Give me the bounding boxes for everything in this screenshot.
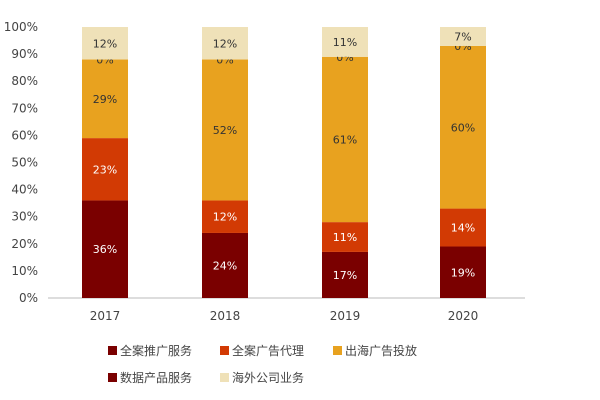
data-label: 52% xyxy=(213,124,237,137)
bar-segment xyxy=(82,138,128,201)
bar-segment xyxy=(440,208,486,247)
bar-segment xyxy=(322,27,368,57)
data-label: 23% xyxy=(93,163,117,176)
legend-label: 海外公司业务 xyxy=(232,371,305,385)
bar-segment xyxy=(82,200,128,298)
bar-segment xyxy=(322,251,368,298)
y-tick-label: 80% xyxy=(11,74,38,88)
bar-segment xyxy=(322,222,368,252)
legend-swatch xyxy=(333,346,342,355)
legend-item: 海外公司业务 xyxy=(220,369,304,386)
legend-item: 全案广告代理 xyxy=(220,342,304,359)
y-tick-label: 100% xyxy=(4,20,38,34)
y-tick-label: 90% xyxy=(11,47,38,61)
bar-segment xyxy=(440,246,486,298)
y-tick-label: 10% xyxy=(11,264,38,278)
bar-segment xyxy=(202,27,248,60)
y-tick-label: 60% xyxy=(11,128,38,142)
legend-label: 数据产品服务 xyxy=(120,371,193,385)
bar-segment xyxy=(202,200,248,233)
data-label: 12% xyxy=(93,37,117,50)
legend-swatch xyxy=(220,373,229,382)
legend-label: 全案推广服务 xyxy=(120,344,193,358)
bar-segment xyxy=(82,27,128,60)
legend-label: 出海广告投放 xyxy=(345,344,418,358)
legend-item: 数据产品服务 xyxy=(108,369,192,386)
legend-label: 全案广告代理 xyxy=(232,344,305,358)
data-label: 61% xyxy=(333,133,357,146)
data-label: 14% xyxy=(451,222,475,235)
data-label: 17% xyxy=(333,269,357,282)
y-tick-label: 30% xyxy=(11,210,38,224)
data-label: 11% xyxy=(333,231,357,244)
data-label: 24% xyxy=(213,259,237,272)
x-tick-label: 2019 xyxy=(330,309,361,323)
bar-segment xyxy=(82,59,128,139)
bar-segment xyxy=(440,27,486,46)
y-tick-label: 0% xyxy=(19,291,38,305)
y-tick-label: 50% xyxy=(11,156,38,170)
legend-swatch xyxy=(108,346,117,355)
data-label: 19% xyxy=(451,266,475,279)
data-label: 12% xyxy=(213,211,237,224)
y-tick-label: 20% xyxy=(11,237,38,251)
y-tick-label: 70% xyxy=(11,101,38,115)
bar-segment xyxy=(322,56,368,223)
data-label: 36% xyxy=(93,243,117,256)
data-label: 12% xyxy=(213,37,237,50)
x-tick-label: 2020 xyxy=(448,309,479,323)
legend-swatch xyxy=(108,373,117,382)
legend-swatch xyxy=(220,346,229,355)
legend-item: 全案推广服务 xyxy=(108,342,192,359)
bar-segment xyxy=(202,232,248,298)
bar-segment xyxy=(202,59,248,201)
data-label: 60% xyxy=(451,121,475,134)
x-tick-label: 2017 xyxy=(90,309,121,323)
bar-segment xyxy=(440,45,486,209)
data-label: 29% xyxy=(93,93,117,106)
y-tick-label: 40% xyxy=(11,183,38,197)
x-tick-label: 2018 xyxy=(210,309,241,323)
data-label: 7% xyxy=(454,30,471,43)
data-label: 11% xyxy=(333,36,357,49)
legend-item: 出海广告投放 xyxy=(333,342,417,359)
